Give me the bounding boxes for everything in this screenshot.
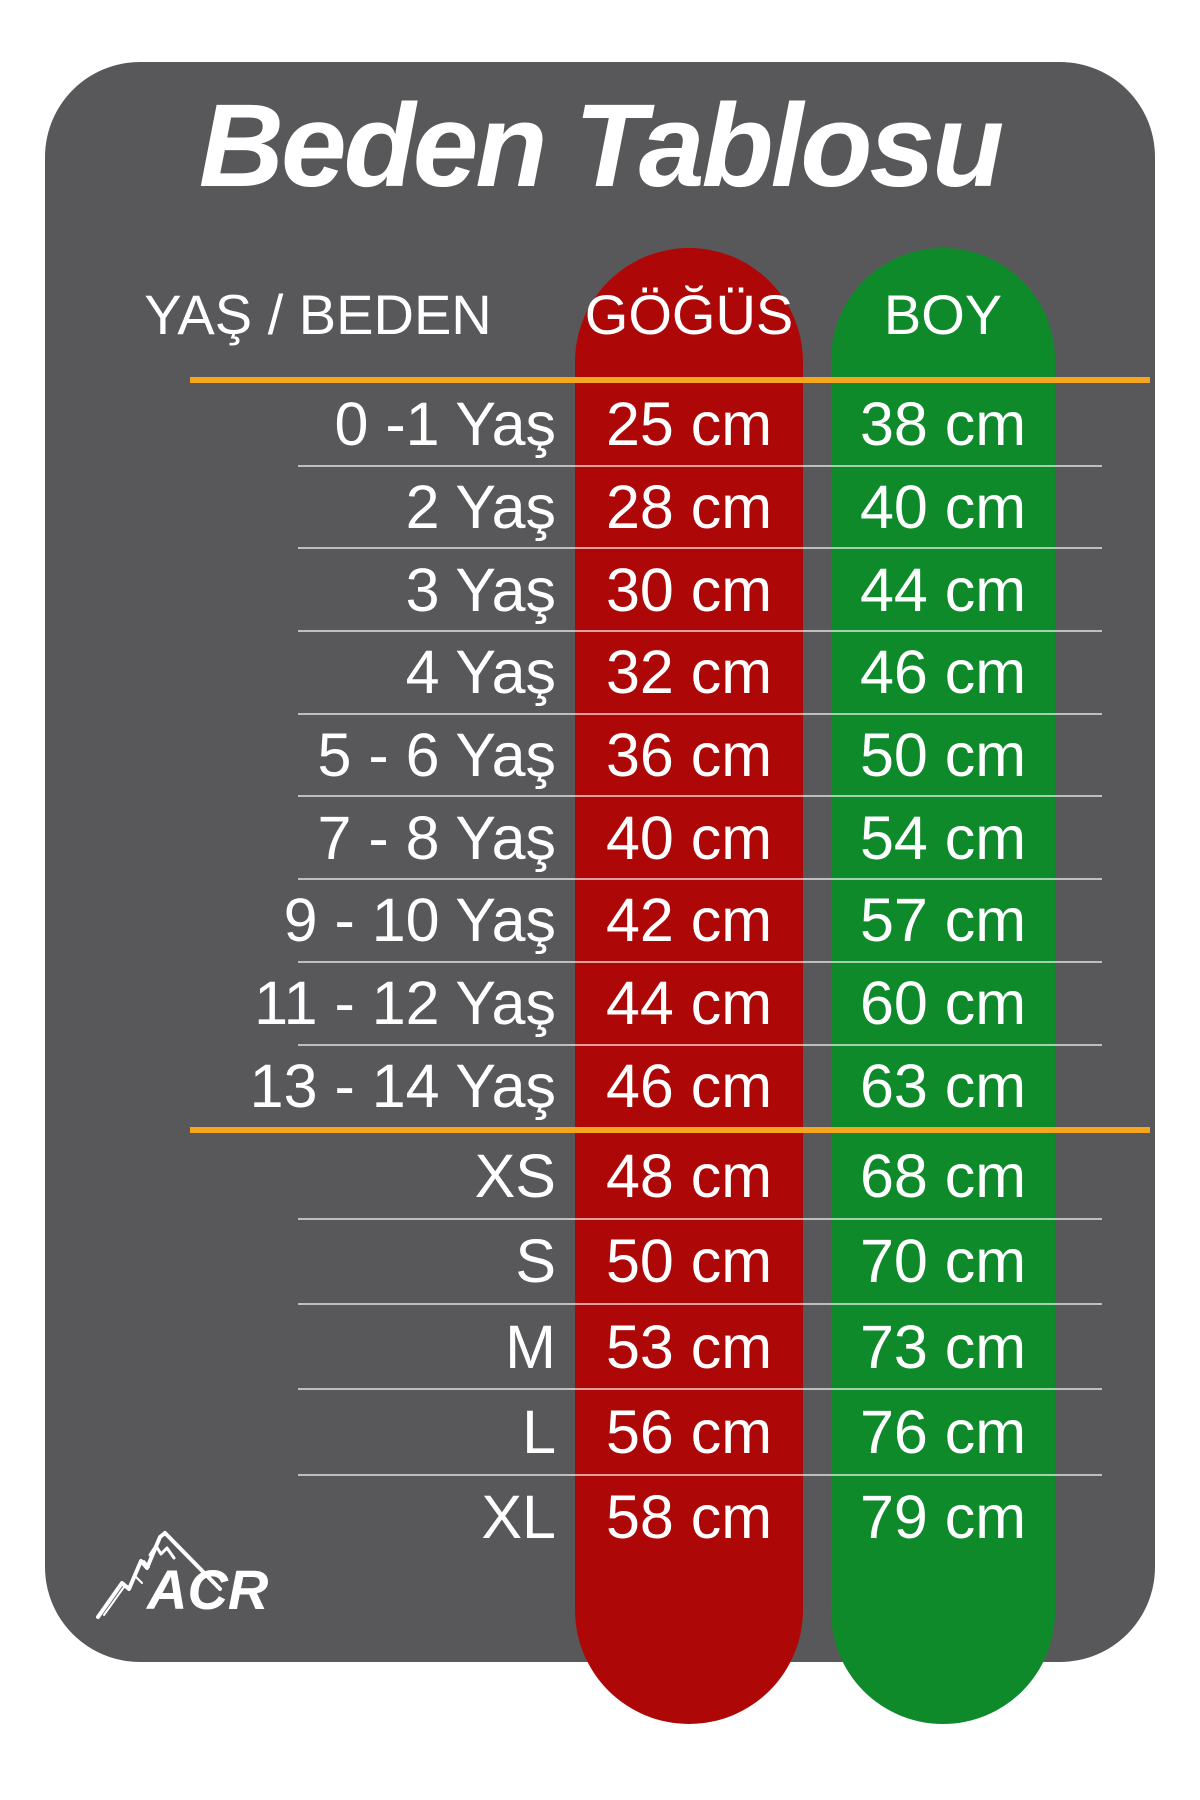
table-row: 0 -1 Yaş 25 cm 38 cm (0, 383, 1200, 467)
table-row: S 50 cm 70 cm (0, 1219, 1200, 1306)
chest-value: 42 cm (605, 886, 773, 955)
header-age-size: YAŞ / BEDEN (144, 283, 492, 346)
height-value: 38 cm (859, 390, 1027, 459)
adult-size-rows: XS 48 cm 68 cm S 50 cm 70 cm M 53 cm 73 cm L 56 cm… (0, 1133, 1200, 1560)
table-row: 11 - 12 Yaş 44 cm 60 cm (0, 962, 1200, 1046)
orange-divider-middle (190, 1127, 1150, 1134)
table-row: 5 - 6 Yaş 36 cm 50 cm (0, 714, 1200, 798)
row-label: M (505, 1312, 556, 1381)
height-value: 57 cm (859, 886, 1027, 955)
row-label: 13 - 14 Yaş (249, 1051, 556, 1120)
chest-value: 56 cm (605, 1398, 773, 1467)
height-value: 44 cm (859, 555, 1027, 624)
acr-brand-logo: ACR (96, 1531, 269, 1621)
chest-value: 25 cm (605, 390, 773, 459)
header-height: BOY (883, 283, 1003, 346)
chest-value: 36 cm (605, 721, 773, 790)
chest-value: 58 cm (605, 1483, 773, 1552)
table-row: XS 48 cm 68 cm (0, 1133, 1200, 1220)
table-row: 13 - 14 Yaş 46 cm 63 cm (0, 1045, 1200, 1128)
size-table: YAŞ / BEDEN GÖĞÜS BOY 0 -1 Yaş 25 cm 38 cm… (0, 252, 1200, 1560)
height-value: 40 cm (859, 473, 1027, 542)
row-label: 0 -1 Yaş (334, 390, 556, 459)
chest-value: 48 cm (605, 1141, 773, 1210)
row-label: XL (481, 1483, 556, 1552)
table-header-row: YAŞ / BEDEN GÖĞÜS BOY (0, 252, 1200, 377)
chest-value: 40 cm (605, 803, 773, 872)
height-value: 68 cm (859, 1141, 1027, 1210)
chest-value: 46 cm (605, 1051, 773, 1120)
chest-value: 50 cm (605, 1227, 773, 1296)
table-row: M 53 cm 73 cm (0, 1304, 1200, 1391)
mountain-icon (96, 1531, 222, 1619)
row-label: 7 - 8 Yaş (317, 803, 557, 872)
height-value: 60 cm (859, 969, 1027, 1038)
height-value: 70 cm (859, 1227, 1027, 1296)
header-chest: GÖĞÜS (584, 283, 794, 346)
table-row: 4 Yaş 32 cm 46 cm (0, 631, 1200, 715)
child-size-rows: 0 -1 Yaş 25 cm 38 cm 2 Yaş 28 cm 40 cm 3 Yaş 30… (0, 383, 1200, 1127)
height-value: 73 cm (859, 1312, 1027, 1381)
row-label: S (515, 1227, 556, 1296)
chest-value: 30 cm (605, 555, 773, 624)
row-label: XS (474, 1141, 556, 1210)
height-value: 46 cm (859, 638, 1027, 707)
row-label: 2 Yaş (405, 473, 556, 542)
row-label: 3 Yaş (405, 555, 556, 624)
height-value: 63 cm (859, 1051, 1027, 1120)
table-row: 3 Yaş 30 cm 44 cm (0, 548, 1200, 632)
chest-value: 44 cm (605, 969, 773, 1038)
row-label: 5 - 6 Yaş (317, 721, 557, 790)
table-row: L 56 cm 76 cm (0, 1389, 1200, 1477)
orange-divider-top (190, 377, 1150, 383)
row-label: L (522, 1398, 556, 1467)
page-title: Beden Tablosu (198, 80, 1004, 212)
table-row: XL 58 cm 79 cm (0, 1475, 1200, 1560)
height-value: 50 cm (859, 721, 1027, 790)
row-label: 11 - 12 Yaş (254, 969, 556, 1038)
table-row: 9 - 10 Yaş 42 cm 57 cm (0, 879, 1200, 963)
height-value: 54 cm (859, 803, 1027, 872)
table-row: 2 Yaş 28 cm 40 cm (0, 466, 1200, 550)
height-column-green-pill (831, 248, 1055, 1724)
row-label: 9 - 10 Yaş (283, 886, 556, 955)
chest-column-red-pill (575, 248, 803, 1724)
height-value: 76 cm (859, 1398, 1027, 1467)
row-label: 4 Yaş (405, 638, 556, 707)
chest-value: 28 cm (605, 473, 773, 542)
table-row: 7 - 8 Yaş 40 cm 54 cm (0, 796, 1200, 880)
logo-text: ACR (145, 1558, 269, 1621)
chest-value: 32 cm (605, 638, 773, 707)
height-value: 79 cm (859, 1483, 1027, 1552)
chest-value: 53 cm (605, 1312, 773, 1381)
